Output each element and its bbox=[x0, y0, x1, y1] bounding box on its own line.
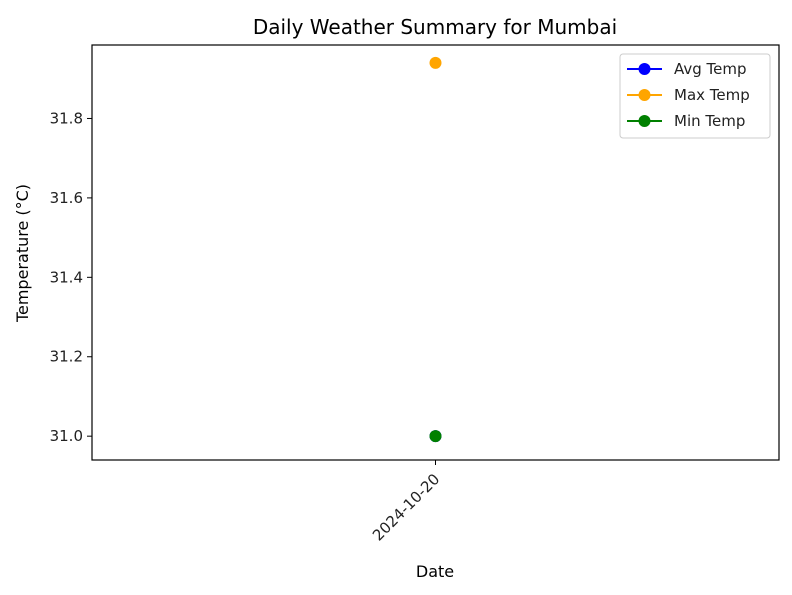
legend-marker-max-temp bbox=[638, 89, 651, 101]
legend-marker-min-temp bbox=[638, 115, 651, 127]
y-tick-label: 31.8 bbox=[50, 109, 83, 127]
legend-box bbox=[619, 53, 771, 139]
y-tick-label: 31.2 bbox=[50, 348, 83, 366]
x-axis-label: Date bbox=[416, 562, 454, 581]
legend-items: Avg Temp Max Temp Min Temp bbox=[627, 60, 750, 130]
legend-label-min-temp: Min Temp bbox=[674, 112, 745, 130]
y-axis-label: Temperature (°C) bbox=[13, 184, 32, 323]
x-tick-label: 2024-10-20 bbox=[369, 470, 443, 544]
x-axis: 2024-10-20 bbox=[369, 460, 443, 544]
legend-label-avg-temp: Avg Temp bbox=[674, 60, 747, 78]
legend-marker-avg-temp bbox=[638, 63, 651, 75]
data-point-min-temp bbox=[429, 430, 442, 443]
y-tick-label: 31.4 bbox=[50, 268, 83, 286]
y-tick-label: 31.6 bbox=[50, 189, 83, 207]
legend-label-max-temp: Max Temp bbox=[674, 86, 750, 104]
y-tick-label: 31.0 bbox=[50, 427, 83, 445]
chart-title: Daily Weather Summary for Mumbai bbox=[253, 15, 617, 39]
data-point-max-temp bbox=[429, 56, 442, 69]
legend: Avg Temp Max Temp Min Temp bbox=[619, 53, 771, 139]
y-axis: 31.0 31.2 31.4 31.6 31.8 bbox=[50, 109, 92, 445]
series-layer bbox=[429, 56, 442, 443]
